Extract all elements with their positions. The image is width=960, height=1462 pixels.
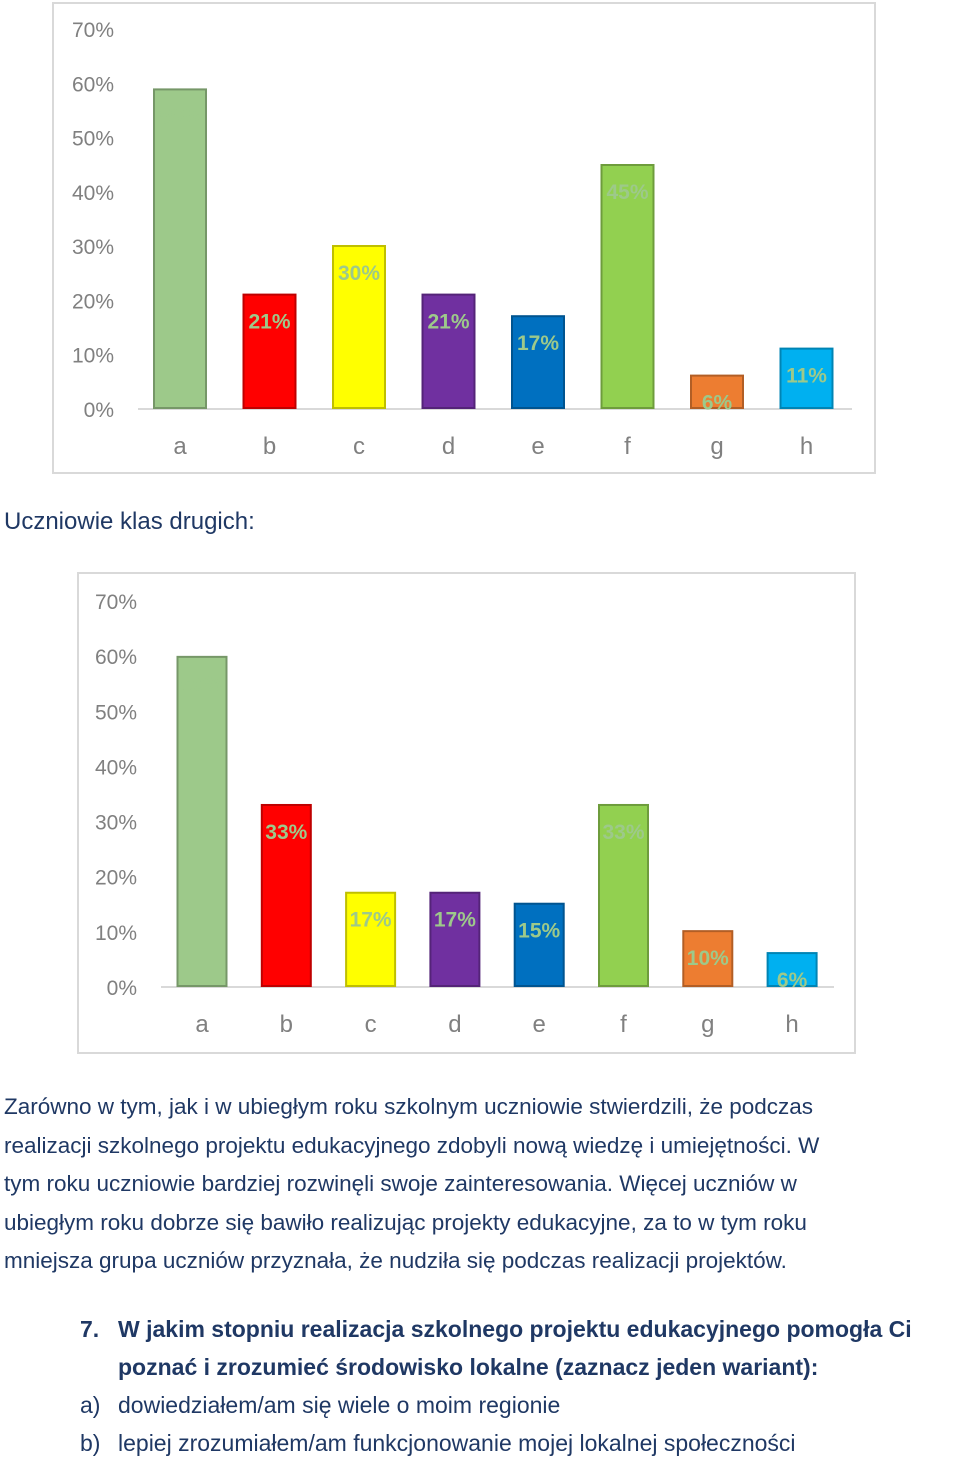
x-tick-label: a xyxy=(195,1011,209,1038)
section-heading: Uczniowie klas drugich: xyxy=(4,508,255,535)
y-tick-label: 30% xyxy=(95,812,137,835)
y-tick-label: 40% xyxy=(95,756,137,779)
bar-b xyxy=(242,293,297,410)
paragraph-line: ubiegłym roku dobrze się bawiło realizuj… xyxy=(4,1209,807,1235)
y-tick-label: 0% xyxy=(84,399,114,422)
x-tick-label: c xyxy=(353,433,365,460)
chart-first-year: 0% 10% 20% 30% 40% 50% 60% 70% 59% 21% 30% 21% 17% 45… xyxy=(52,2,876,474)
bar-c xyxy=(332,245,386,409)
data-label: 59% xyxy=(159,105,201,128)
x-tick-label: a xyxy=(173,433,187,460)
bar-f xyxy=(600,164,655,409)
data-label: 17% xyxy=(350,909,392,932)
y-tick-label: 70% xyxy=(95,591,137,614)
y-tick-label: 40% xyxy=(72,182,114,205)
x-tick-label: e xyxy=(531,433,544,460)
data-label: 17% xyxy=(434,909,476,932)
x-tick-label: b xyxy=(280,1011,293,1038)
x-tick-label: b xyxy=(263,433,276,460)
x-tick-label: c xyxy=(365,1011,377,1038)
option-label: b) xyxy=(80,1430,101,1456)
summary-paragraph: Zarówno w tym, jak i w ubiegłym roku szk… xyxy=(4,1088,960,1281)
question-number: 7. xyxy=(80,1316,100,1342)
x-tick-label: g xyxy=(701,1011,714,1038)
option-label: a) xyxy=(80,1392,101,1418)
data-label: 30% xyxy=(338,262,380,285)
bar-e xyxy=(513,902,565,988)
chart-second-year: 0% 10% 20% 30% 40% 50% 60% 70% 60% 33% 17% 17% 15% 33… xyxy=(77,572,856,1054)
data-label: 6% xyxy=(777,969,808,992)
x-tick-label: d xyxy=(442,433,455,460)
y-tick-label: 60% xyxy=(95,646,137,669)
data-label: 21% xyxy=(248,311,290,334)
y-tick-label: 50% xyxy=(95,701,137,724)
x-tick-label: h xyxy=(800,433,813,460)
option-text: lepiej zrozumiałem/am funkcjonowanie moj… xyxy=(118,1430,796,1456)
paragraph-line: realizacji szkolnego projektu edukacyjne… xyxy=(4,1132,820,1158)
bar-a xyxy=(176,655,228,987)
data-label: 10% xyxy=(687,947,729,970)
bar-d xyxy=(421,293,476,410)
y-tick-label: 70% xyxy=(72,19,114,42)
data-label: 21% xyxy=(427,311,469,334)
option-text: dowiedziałem/am się wiele o moim regioni… xyxy=(118,1392,561,1418)
data-label: 17% xyxy=(517,332,559,355)
bar-h xyxy=(766,952,818,988)
y-tick-label: 30% xyxy=(72,236,114,259)
bar-chart-svg: 0% 10% 20% 30% 40% 50% 60% 70% 59% 21% 30% 21% 17% 45… xyxy=(72,19,852,460)
answer-option-b[interactable]: b) lepiej zrozumiałem/am funkcjonowanie m… xyxy=(80,1424,796,1462)
answer-option-a[interactable]: a) dowiedziałem/am się wiele o moim regio… xyxy=(80,1386,560,1424)
data-label: 15% xyxy=(518,920,560,943)
bar-d xyxy=(429,891,481,987)
bar-a xyxy=(153,88,207,410)
paragraph-line: tym roku uczniowie bardziej rozwinęli sw… xyxy=(4,1171,797,1196)
bar-g xyxy=(690,374,744,410)
data-label: 45% xyxy=(606,181,648,204)
paragraph-line: mniejsza grupa uczniów przyznała, że nud… xyxy=(4,1248,787,1273)
bar-b xyxy=(260,803,312,987)
bar-c xyxy=(345,891,397,987)
data-label: 6% xyxy=(702,392,733,415)
y-tick-label: 20% xyxy=(95,867,137,890)
data-label: 33% xyxy=(602,821,644,844)
paragraph-line: Zarówno w tym, jak i w ubiegłym roku szk… xyxy=(4,1094,814,1119)
x-tick-label: d xyxy=(448,1011,461,1038)
x-tick-label: e xyxy=(533,1011,546,1038)
x-tick-label: h xyxy=(785,1011,798,1038)
data-label: 60% xyxy=(181,673,223,696)
bar-e xyxy=(511,315,565,410)
y-tick-label: 10% xyxy=(95,922,137,945)
bar-chart-svg: 0% 10% 20% 30% 40% 50% 60% 70% 60% 33% 17% 17% 15% 33… xyxy=(95,591,834,1038)
y-tick-label: 10% xyxy=(72,345,114,368)
x-tick-label: f xyxy=(620,1011,627,1038)
y-tick-label: 60% xyxy=(72,73,114,96)
data-label: 11% xyxy=(786,365,827,388)
x-tick-label: f xyxy=(624,433,631,460)
y-tick-label: 20% xyxy=(72,290,114,313)
data-label: 33% xyxy=(265,821,307,844)
bar-h xyxy=(779,347,834,410)
bar-f xyxy=(598,803,649,987)
y-tick-label: 0% xyxy=(107,977,137,1000)
y-tick-label: 50% xyxy=(72,128,114,151)
bar-g xyxy=(682,930,734,987)
x-tick-label: g xyxy=(710,433,723,460)
question-text: W jakim stopniu realizacja szkolnego pro… xyxy=(118,1316,912,1380)
